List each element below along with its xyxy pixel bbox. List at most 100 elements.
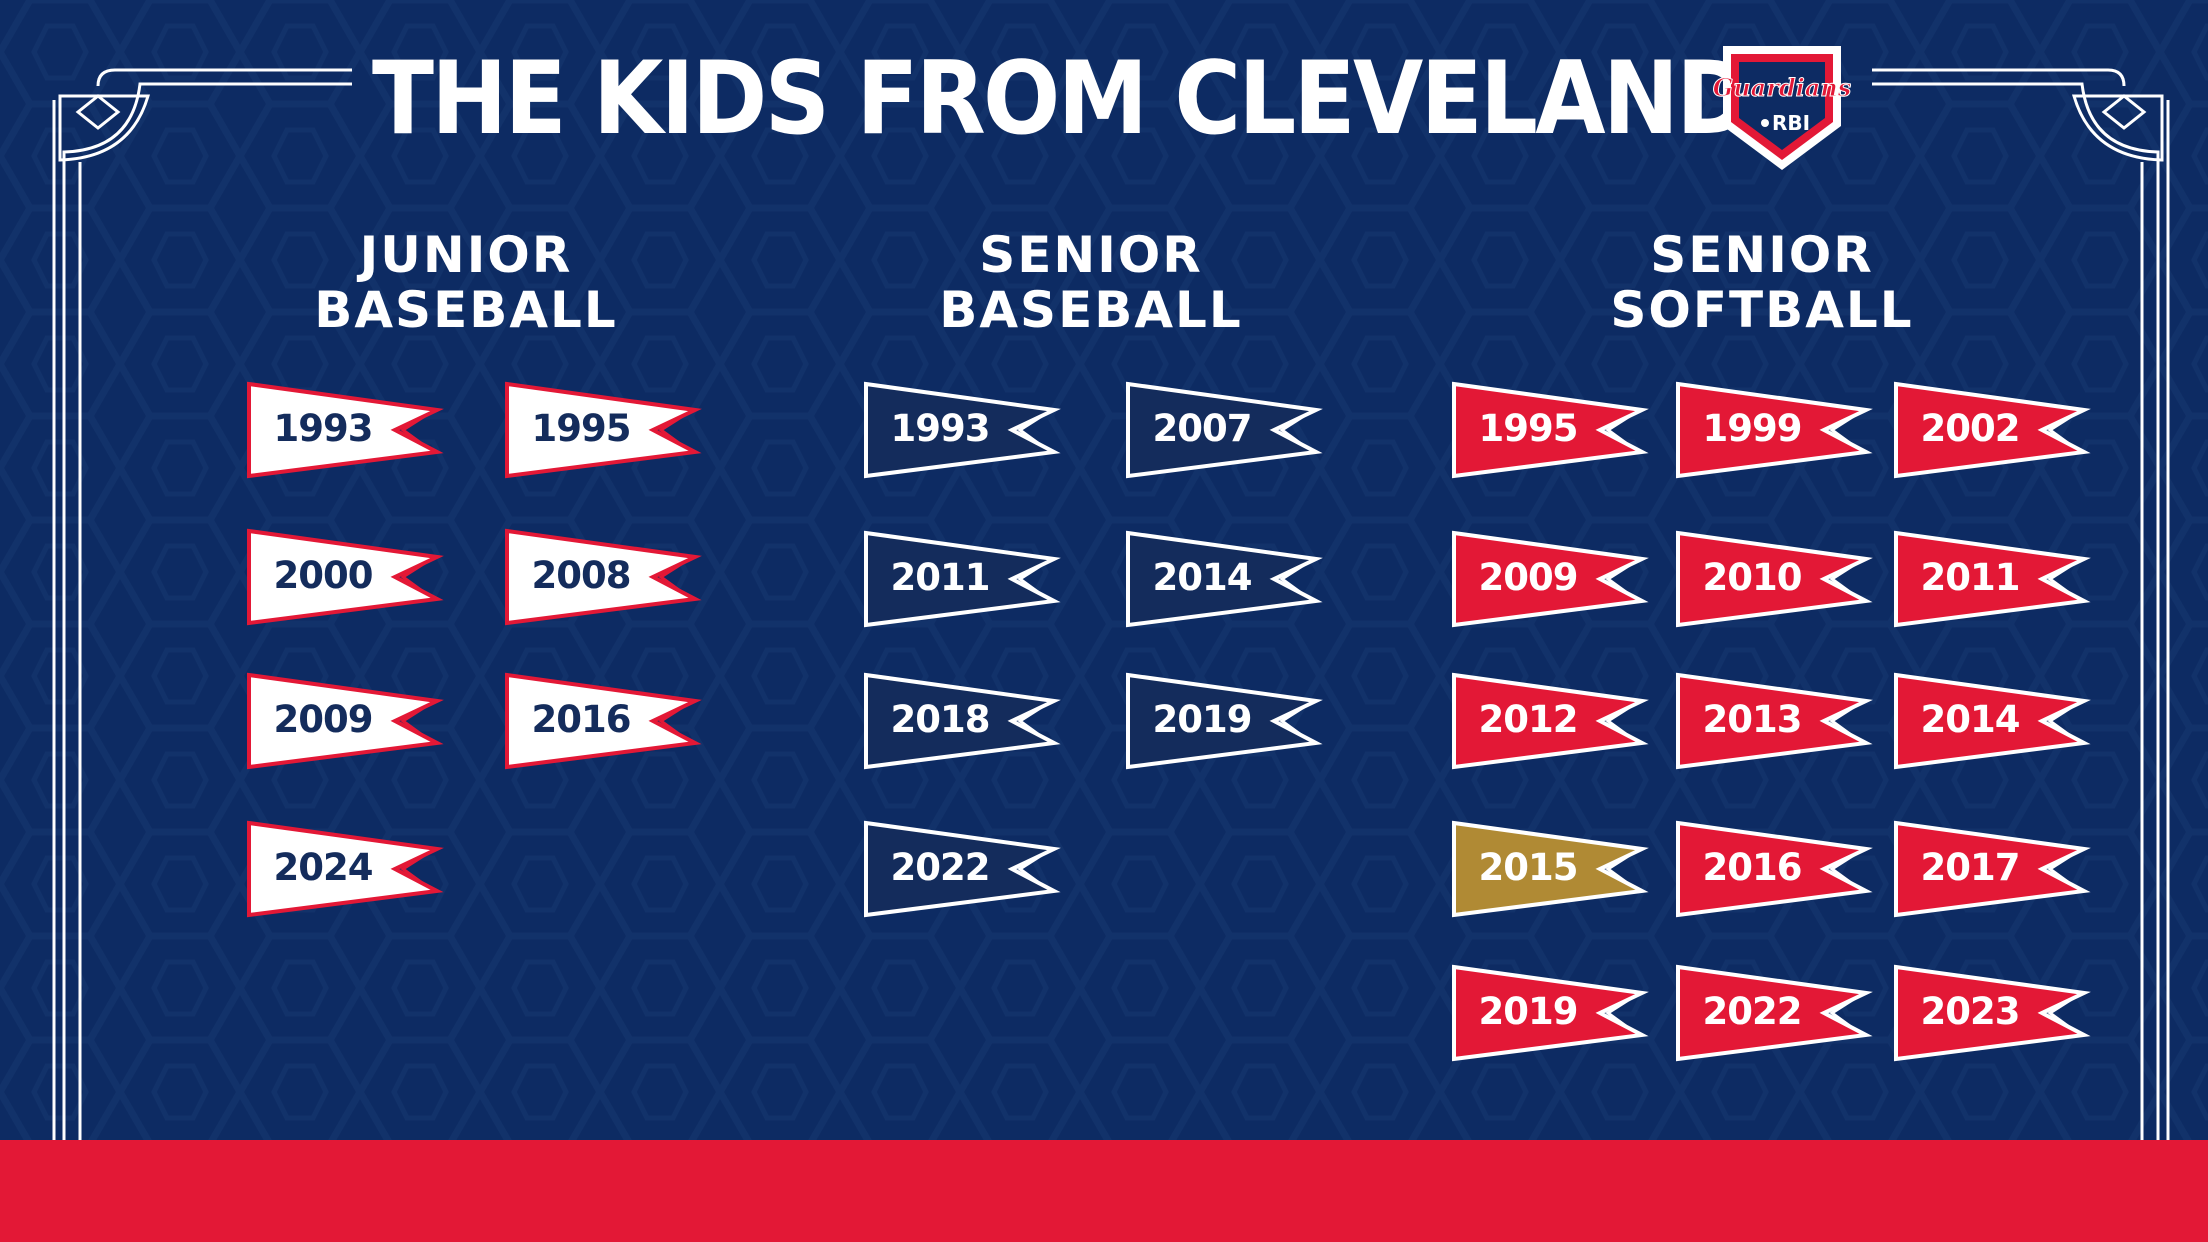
section-title-line2: SOFTBALL: [1610, 281, 1914, 339]
pennant-year: 1999: [1702, 407, 1803, 450]
pennant-year: 2011: [890, 556, 991, 599]
pennant-navy: 2011: [862, 529, 1067, 637]
pennant-flag-shape: [1126, 672, 1323, 770]
pennant-flag-shape: [1452, 381, 1649, 479]
pennant-white: 2009: [245, 671, 450, 779]
section-title: JUNIOR BASEBALL: [156, 228, 776, 338]
pennant-red: 2022: [1674, 963, 1879, 1071]
pennant-white: 2016: [503, 671, 708, 779]
pennant-flag-shape: [1676, 530, 1873, 628]
pennant-year: 2022: [890, 846, 991, 889]
pennant-white: 1993: [245, 380, 450, 488]
pennant-year: 2002: [1920, 407, 2021, 450]
pennant-flag-shape: [1676, 820, 1873, 918]
pennant-flag-shape: [1894, 381, 2091, 479]
pennant-year: 1993: [273, 407, 374, 450]
pennant-flag-shape: [864, 820, 1061, 918]
pennant-navy: 1993: [862, 380, 1067, 488]
pennant-flag-shape: [1676, 381, 1873, 479]
pennant-year: 2009: [1478, 556, 1579, 599]
pennant-flag-shape: [1452, 530, 1649, 628]
pennant-navy: 2019: [1124, 671, 1329, 779]
logo-wordmark: Guardians: [1713, 73, 1851, 102]
pennant-year: 2016: [531, 698, 632, 741]
pennant-year: 2013: [1702, 698, 1803, 741]
pennant-year: 2007: [1152, 407, 1253, 450]
section-title-line1: SENIOR: [979, 226, 1203, 284]
pennant-gold: 2015: [1450, 819, 1655, 927]
pennant-year: 2015: [1478, 846, 1579, 889]
pennant-year: 2019: [1478, 990, 1579, 1033]
pennant-flag-shape: [1894, 820, 2091, 918]
pennant-white: 2008: [503, 527, 708, 635]
pennant-red: 2009: [1450, 529, 1655, 637]
guardians-rbi-logo: Guardians RBI: [1712, 38, 1852, 176]
pennant-flag-shape: [1894, 672, 2091, 770]
pennant-flag-shape: [864, 672, 1061, 770]
pennant-year: 2017: [1920, 846, 2021, 889]
pennant-red: 2002: [1892, 380, 2097, 488]
pennant-flag-shape: [247, 528, 444, 626]
pennant-year: 2009: [273, 698, 374, 741]
pennant-red: 1999: [1674, 380, 1879, 488]
pennant-red: 2019: [1450, 963, 1655, 1071]
pennant-red: 2016: [1674, 819, 1879, 927]
pennant-year: 2014: [1152, 556, 1253, 599]
pennant-year: 2012: [1478, 698, 1579, 741]
pennant-red: 2011: [1892, 529, 2097, 637]
pennant-red: 2017: [1892, 819, 2097, 927]
pennant-year: 1995: [1478, 407, 1579, 450]
bottom-bar: [0, 1140, 2208, 1242]
pennant-red: 1995: [1450, 380, 1655, 488]
pennant-year: 2023: [1920, 990, 2021, 1033]
pennant-flag-shape: [505, 528, 702, 626]
pennant-year: 2024: [273, 846, 374, 889]
pennant-navy: 2014: [1124, 529, 1329, 637]
pennant-white: 1995: [503, 380, 708, 488]
pennant-flag-shape: [247, 381, 444, 479]
pennant-navy: 2007: [1124, 380, 1329, 488]
section-title-line1: SENIOR: [1650, 226, 1874, 284]
pennant-red: 2014: [1892, 671, 2097, 779]
pennant-white: 2000: [245, 527, 450, 635]
pennant-year: 2014: [1920, 698, 2021, 741]
pennant-red: 2023: [1892, 963, 2097, 1071]
pennant-year: 2016: [1702, 846, 1803, 889]
pennant-red: 2013: [1674, 671, 1879, 779]
pennant-red: 2010: [1674, 529, 1879, 637]
section-title-line2: BASEBALL: [939, 281, 1243, 339]
section-title-line2: BASEBALL: [314, 281, 618, 339]
pennant-flag-shape: [1452, 964, 1649, 1062]
pennant-flag-shape: [1452, 672, 1649, 770]
pennant-flag-shape: [1126, 381, 1323, 479]
section-title: SENIOR SOFTBALL: [1452, 228, 2072, 338]
pennant-white: 2024: [245, 819, 450, 927]
pennant-flag-shape: [505, 381, 702, 479]
section-title-line1: JUNIOR: [359, 226, 573, 284]
pennant-year: 2010: [1702, 556, 1803, 599]
pennant-flag-shape: [864, 381, 1061, 479]
pennant-year: 2018: [890, 698, 991, 741]
pennant-year: 2022: [1702, 990, 1803, 1033]
pennant-year: 2008: [531, 554, 632, 597]
pennant-year: 2000: [273, 554, 374, 597]
pennant-year: 1993: [890, 407, 991, 450]
pennant-year: 2019: [1152, 698, 1253, 741]
pennant-flag-shape: [1126, 530, 1323, 628]
pennant-year: 2011: [1920, 556, 2021, 599]
pennant-flag-shape: [1894, 530, 2091, 628]
pennant-flag-shape: [247, 820, 444, 918]
pennant-navy: 2018: [862, 671, 1067, 779]
pennant-red: 2012: [1450, 671, 1655, 779]
logo-sub: RBI: [1772, 111, 1810, 135]
pennant-flag-shape: [1452, 820, 1649, 918]
pennant-flag-shape: [1894, 964, 2091, 1062]
pennant-year: 1995: [531, 407, 632, 450]
page-title: THE KIDS FROM CLEVELAND: [372, 39, 1752, 157]
pennant-flag-shape: [1676, 672, 1873, 770]
pennant-flag-shape: [505, 672, 702, 770]
pennant-flag-shape: [1676, 964, 1873, 1062]
pennant-flag-shape: [247, 672, 444, 770]
